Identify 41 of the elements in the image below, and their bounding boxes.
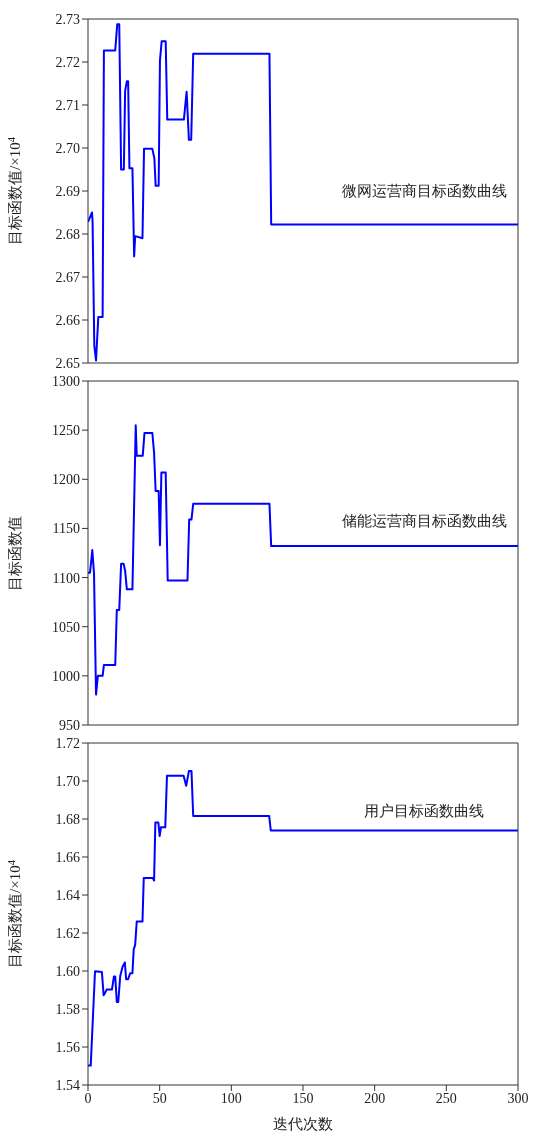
annotation: 储能运营商目标函数曲线	[341, 511, 507, 531]
annotation: 用户目标函数曲线	[364, 801, 485, 821]
y-tick-label: 2.67	[55, 269, 80, 285]
y-tick-label: 1.70	[55, 773, 80, 789]
x-tick-label: 150	[292, 1090, 314, 1106]
y-tick-label: 1050	[52, 619, 80, 635]
y-tick-label: 2.68	[55, 226, 80, 242]
y-tick-label: 2.70	[55, 140, 80, 156]
y-tick-label: 1150	[52, 521, 80, 537]
y-tick-label: 1300	[52, 373, 80, 389]
y-tick-label: 1000	[52, 668, 80, 684]
y-tick-label: 1.66	[55, 849, 80, 865]
y-tick-label: 1.60	[55, 963, 80, 979]
y-tick-label: 1250	[52, 423, 80, 439]
y-tick-label: 1.68	[55, 811, 80, 827]
y-tick-label: 1.64	[55, 887, 80, 903]
y-axis-title: 目标函数值	[7, 515, 23, 591]
line-series	[88, 424, 518, 696]
x-axis-title: 迭代次数	[273, 1115, 333, 1132]
y-tick-label: 2.73	[55, 11, 80, 27]
x-tick-label: 100	[220, 1090, 242, 1106]
x-tick-label: 200	[364, 1090, 386, 1106]
y-tick-label: 1.54	[55, 1077, 80, 1093]
y-tick-label: 1.72	[55, 735, 80, 751]
y-tick-label: 950	[59, 717, 80, 733]
y-tick-label: 2.65	[55, 355, 80, 371]
line-series	[88, 770, 518, 1067]
y-tick-label: 1.58	[55, 1001, 80, 1017]
y-tick-label: 2.66	[55, 312, 80, 328]
y-tick-label: 2.72	[55, 54, 80, 70]
y-tick-label: 1.62	[55, 925, 80, 941]
y-tick-label: 1200	[52, 472, 80, 488]
y-tick-label: 2.71	[55, 97, 80, 113]
y-tick-label: 1100	[52, 570, 80, 586]
x-tick-label: 300	[507, 1090, 529, 1106]
y-tick-label: 2.69	[55, 183, 80, 199]
annotation: 微网运营商目标函数曲线	[341, 181, 507, 200]
y-tick-label: 1.56	[55, 1039, 80, 1055]
x-tick-label: 0	[84, 1090, 92, 1106]
x-tick-label: 250	[435, 1090, 457, 1106]
x-tick-label: 50	[152, 1090, 167, 1106]
